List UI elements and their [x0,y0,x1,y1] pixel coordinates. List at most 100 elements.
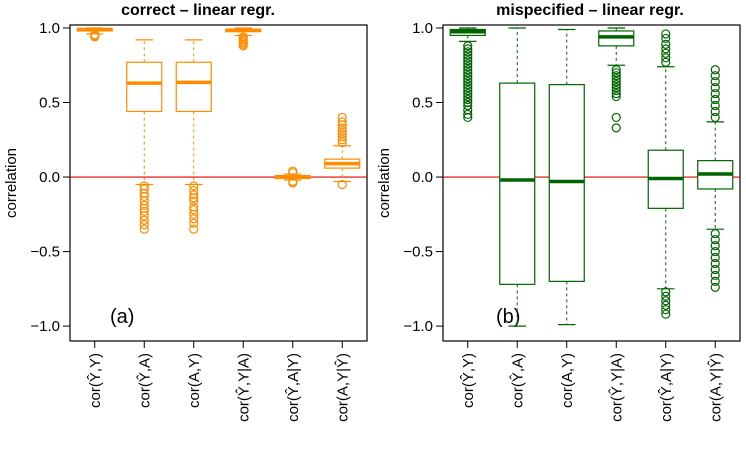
outlier-point [611,83,621,93]
outlier-point [463,109,473,120]
outlier-point [463,71,473,81]
outlier-point [463,44,473,54]
panel-a: correct – linear regr. correlation (a) −… [3,2,368,422]
outlier-point [661,300,671,310]
outlier-point [661,39,671,49]
outlier-point [611,88,621,99]
panel-a-x-tick-label: cor(Ŷ,Y) [87,353,104,408]
outlier-point [710,235,720,245]
panel-a-box-4 [225,27,262,51]
panel-b-x-tick-label: cor(A,Y) [559,353,576,408]
outlier-point [337,179,347,190]
outlier-point [710,241,720,251]
panel-a-x-tick-label: cor(Ŷ,Y|A) [235,353,252,422]
outlier-point [189,205,199,215]
outlier-point [661,57,671,67]
panel-b-y-axis-label: correlation [376,148,393,218]
outlier-point [710,246,720,257]
outlier-point [463,50,473,60]
outlier-point [189,218,199,228]
panel-b-box-1 [449,27,486,123]
outlier-point [189,196,199,206]
outlier-point [710,258,720,269]
outlier-point [710,83,720,93]
panel-b-tag: (b) [496,306,520,328]
outlier-point [611,91,621,102]
outlier-point [337,129,347,139]
outlier-point [611,123,621,133]
outlier-point [139,215,149,225]
panel-a-y-tick-label: 0.5 [39,95,60,112]
panel-a-box-3 [175,39,212,234]
outlier-point [710,270,720,281]
outlier-point [710,65,720,75]
panel-a-box-6 [324,112,361,190]
outlier-point [463,91,473,102]
outlier-point [463,88,473,99]
outlier-point [710,276,720,286]
box-iqr [126,61,163,113]
outlier-point [139,211,149,221]
panel-b-y-tick-label: 0.0 [412,169,433,186]
outlier-point [463,56,473,66]
outlier-point [463,65,473,75]
panel-b-x-tick-label: cor(A,Y|Ŷ) [707,353,724,422]
outlier-point [463,83,473,93]
outlier-point [288,167,298,178]
outlier-point [463,53,473,63]
outlier-point [661,291,671,301]
outlier-point [710,264,720,275]
panel-b-x-tick-label: cor(Ŷ,A|Y) [658,353,675,422]
outlier-point [238,41,248,51]
outlier-point [463,100,473,111]
outlier-point [661,296,671,306]
outlier-point [337,123,347,133]
outlier-point [337,112,347,123]
outlier-point [463,68,473,78]
panel-b-y-tick-label: −0.5 [403,244,433,261]
panel-a-box-1 [76,27,113,42]
outlier-point [710,71,720,81]
outlier-point [611,77,621,87]
panel-a-title: correct – linear regr. [121,2,275,19]
outlier-point [337,138,347,148]
box-iqr [175,61,212,113]
outlier-point [288,178,298,188]
outlier-point [90,31,100,41]
outlier-point [661,29,671,39]
panel-b-y-tick-label: 0.5 [412,95,433,112]
panel-a-plot-frame [69,24,368,342]
outlier-point [611,112,621,123]
panel-b-y-tick-label: −1.0 [403,318,433,335]
outlier-point [710,106,720,117]
panel-a-tag: (a) [110,306,134,328]
panel-a-x-tick-label: cor(A,Y|Ŷ) [334,353,351,422]
outlier-point [139,206,149,216]
outlier-point [463,112,473,123]
outlier-point [463,59,473,69]
outlier-point [710,282,720,292]
outlier-point [463,94,473,105]
panel-b-title: mispecified – linear regr. [496,2,684,19]
outlier-point [463,77,473,87]
panel-a-box-2 [126,39,163,234]
panel-b-x-tick-label: cor(Ŷ,A) [509,353,526,408]
panel-b-box-6 [697,65,734,292]
outlier-point [463,47,473,57]
panel-b-x-tick-label: cor(Ŷ,Y) [460,353,477,408]
outlier-point [189,190,199,200]
outlier-point [463,80,473,90]
outlier-point [189,181,199,191]
outlier-point [710,252,720,263]
outlier-point [661,309,671,319]
panel-b-box-5 [647,29,684,319]
panel-b-box-3 [548,28,585,326]
outlier-point [710,77,720,87]
panel-a-x-tick-label: cor(A,Y) [186,353,203,408]
panel-a-y-tick-label: 0.0 [39,169,60,186]
outlier-point [463,62,473,72]
outlier-point [337,126,347,136]
outlier-point [611,85,621,96]
outlier-point [189,214,199,224]
